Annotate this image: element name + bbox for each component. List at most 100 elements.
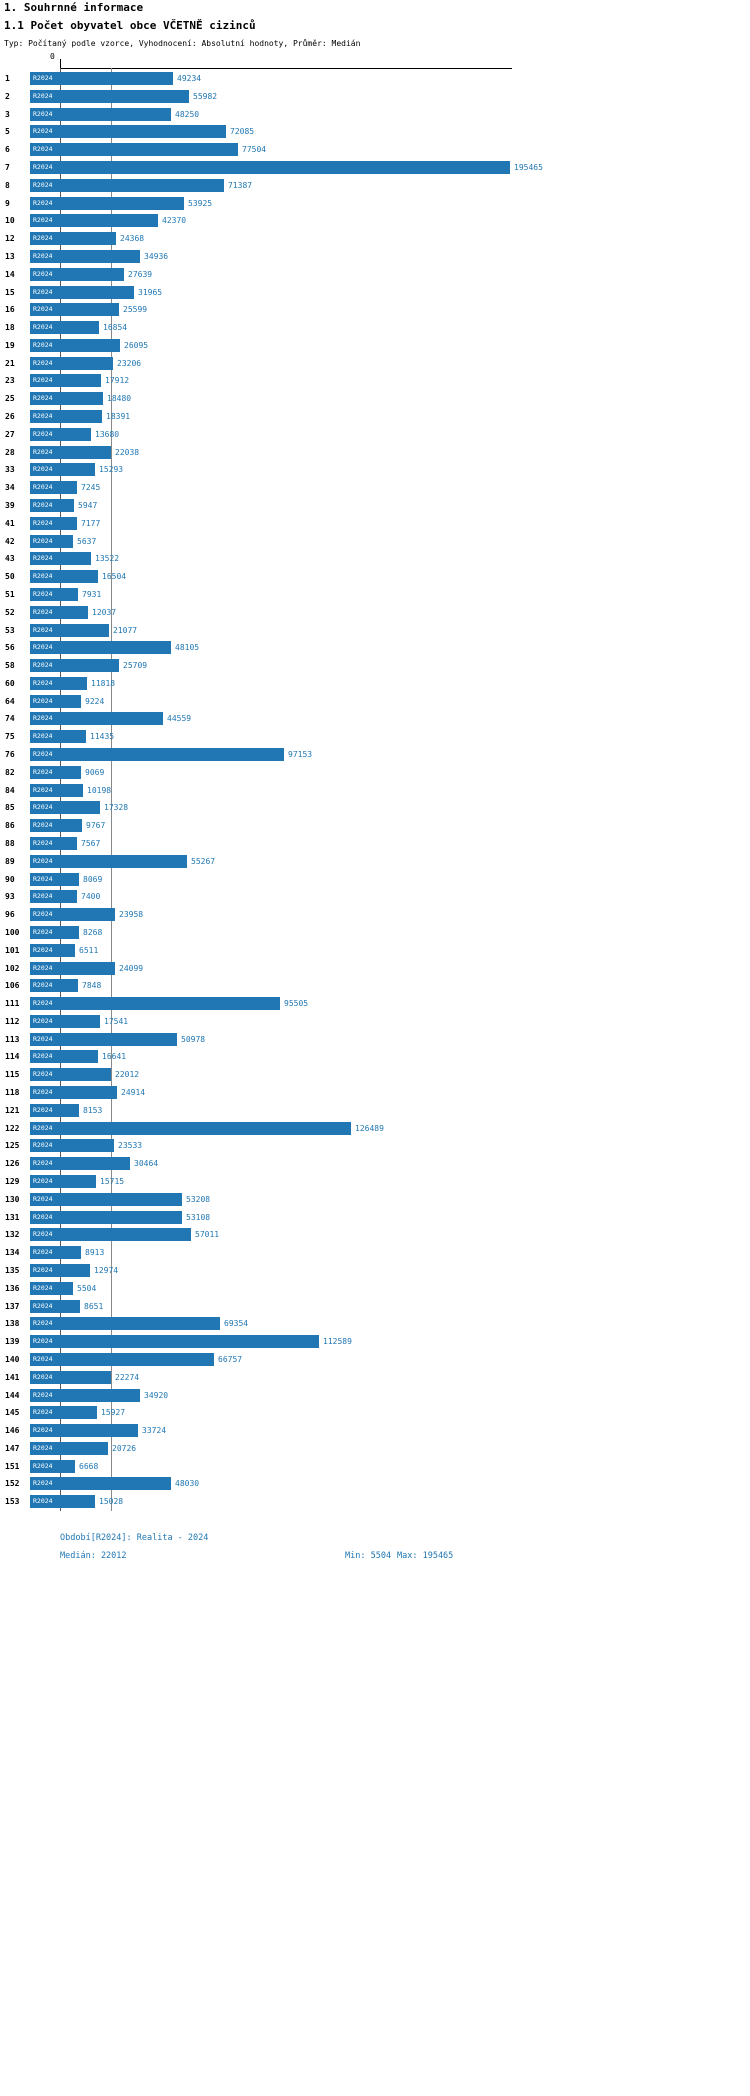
bar [60,1157,130,1171]
chart-row: 5 R2024 72085 [0,123,750,141]
bar [60,1370,111,1384]
bar [60,1246,81,1260]
chart-row: 90 R2024 8069 [0,871,750,889]
bar-value: 69354 [224,1319,249,1329]
bar [60,463,95,477]
bar-value: 26095 [124,340,149,350]
bar-value: 7567 [81,839,101,848]
chart-row: 85 R2024 17328 [0,799,750,817]
row-label: 140 [5,1354,20,1364]
row-label: 111 [5,999,20,1009]
bar-value: 126489 [355,1123,384,1133]
bar-value: 48030 [175,1479,200,1489]
row-label: 153 [5,1497,20,1507]
chart-row: 33 R2024 15293 [0,461,750,479]
chart-row: 9 R2024 53925 [0,195,750,213]
row-label: 134 [5,1248,20,1258]
bar-value: 15715 [100,1177,125,1186]
row-label: 130 [5,1194,20,1204]
chart-row: 15 R2024 31965 [0,284,750,302]
bar [60,908,115,922]
series-tag: R2024 [30,249,60,263]
chart-row: 152 R2024 48030 [0,1475,750,1493]
series-tag: R2024 [30,890,60,904]
row-label: 10 [5,216,15,226]
bar-value: 7848 [82,981,102,991]
chart-row: 10 R2024 42370 [0,212,750,230]
bar [60,676,87,690]
row-label: 115 [5,1070,20,1080]
chart-row: 84 R2024 10198 [0,782,750,800]
row-label: 60 [5,678,15,688]
row-label: 132 [5,1230,20,1240]
bar [60,1086,117,1099]
series-tag: R2024 [30,552,60,566]
row-label: 23 [5,376,15,386]
series-tag: R2024 [30,943,60,957]
bar-value: 53925 [188,198,213,208]
bar-value: 9069 [85,767,105,777]
chart-row: 145 R2024 15927 [0,1404,750,1422]
row-label: 26 [5,412,15,421]
chart-row: 115 R2024 22012 [0,1066,750,1084]
bar [60,1032,177,1046]
bar [60,1175,96,1188]
series-tag: R2024 [30,427,60,441]
series-tag: R2024 [30,979,60,993]
series-tag: R2024 [30,1495,60,1509]
series-tag: R2024 [30,837,60,850]
series-tag: R2024 [30,1370,60,1384]
bar-value: 12974 [94,1265,119,1275]
row-label: 126 [5,1159,20,1169]
chart-row: 113 R2024 50978 [0,1031,750,1049]
bar-value: 25599 [123,305,148,315]
row-label: 121 [5,1105,20,1115]
row-label: 76 [5,750,15,759]
row-label: 125 [5,1141,20,1151]
series-tag: R2024 [30,1246,60,1260]
bar [60,854,187,868]
chart-row: 51 R2024 7931 [0,586,750,604]
row-label: 100 [5,927,20,937]
bar-value: 15927 [101,1408,126,1418]
chart-row: 129 R2024 15715 [0,1173,750,1191]
series-tag: R2024 [30,1014,60,1028]
footer-max: Max: 195465 [397,1551,454,1561]
series-tag: R2024 [30,587,60,601]
series-tag: R2024 [30,1281,60,1295]
bar [60,499,74,512]
bar [60,321,99,335]
bar-value: 17541 [104,1016,129,1026]
bar-value: 44559 [167,714,192,724]
series-tag: R2024 [30,1352,60,1366]
bar [60,1352,214,1366]
bar [60,890,77,904]
row-label: 53 [5,625,15,635]
bar-value: 34936 [144,251,169,261]
series-tag: R2024 [30,1175,60,1188]
bar [60,979,78,993]
bar [60,623,109,637]
chart-row: 111 R2024 95505 [0,995,750,1013]
bar-value: 15293 [99,465,124,475]
series-tag: R2024 [30,89,60,103]
bar-value: 11435 [90,732,115,742]
chart-row: 75 R2024 11435 [0,728,750,746]
bar-value: 66757 [218,1354,243,1364]
bar-value: 9224 [85,696,105,706]
bar [60,427,91,441]
series-tag: R2024 [30,712,60,726]
row-label: 25 [5,394,15,404]
bar [60,1050,98,1064]
row-label: 27 [5,429,15,439]
series-tag: R2024 [30,676,60,690]
chart-row: 125 R2024 23533 [0,1137,750,1155]
bar-value: 95505 [284,999,309,1009]
chart-row: 134 R2024 8913 [0,1244,750,1262]
bar-value: 16504 [102,572,127,582]
chart-row: 52 R2024 12037 [0,604,750,622]
chart-row: 39 R2024 5947 [0,497,750,515]
row-label: 2 [5,91,10,101]
series-tag: R2024 [30,267,60,281]
series-tag: R2024 [30,1086,60,1099]
